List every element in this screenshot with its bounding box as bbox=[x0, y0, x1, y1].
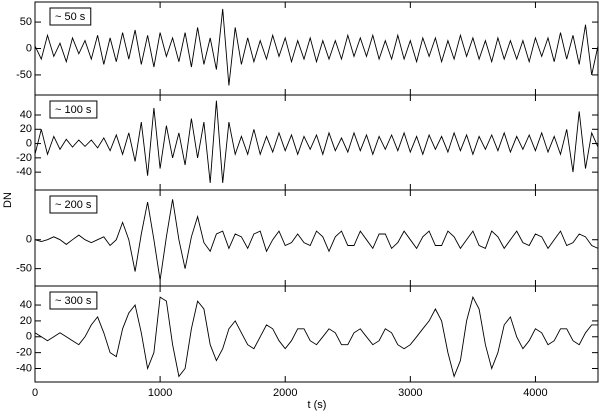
panel-frame bbox=[34, 285, 599, 383]
annotation-box bbox=[49, 7, 92, 26]
panel-frame bbox=[34, 189, 599, 287]
annotation: ~ 200 s bbox=[55, 199, 92, 211]
annotation-box bbox=[49, 100, 98, 119]
panel-frame bbox=[34, 94, 599, 191]
y-tick-label: 0 bbox=[26, 234, 32, 246]
y-tick-label: -20 bbox=[16, 152, 32, 164]
annotation: ~ 100 s bbox=[55, 104, 92, 116]
y-tick-label: 0 bbox=[26, 331, 32, 343]
y-tick-label: -50 bbox=[16, 263, 32, 275]
y-tick-label: -50 bbox=[16, 69, 32, 81]
series-line bbox=[34, 199, 599, 281]
x-tick-label: 0 bbox=[32, 387, 38, 399]
y-tick-label: 40 bbox=[20, 299, 32, 311]
annotation-box bbox=[49, 195, 98, 214]
y-tick-label: 50 bbox=[20, 16, 32, 28]
x-tick-label: 3000 bbox=[398, 387, 422, 399]
annotation-box bbox=[49, 291, 98, 310]
series-line bbox=[34, 100, 599, 183]
annotation: ~ 50 s bbox=[55, 11, 86, 23]
annotation: ~ 300 s bbox=[55, 295, 92, 307]
y-tick-label: 40 bbox=[20, 109, 32, 121]
y-tick-label: -40 bbox=[16, 362, 32, 374]
y-tick-label: 20 bbox=[20, 315, 32, 327]
series-line bbox=[34, 8, 599, 86]
y-tick-label: 20 bbox=[20, 123, 32, 135]
x-tick-label: 4000 bbox=[523, 387, 547, 399]
y-axis-label: DN bbox=[2, 192, 14, 208]
y-tick-label: -20 bbox=[16, 347, 32, 359]
x-tick-label: 2000 bbox=[273, 387, 297, 399]
y-tick-label: -40 bbox=[16, 166, 32, 178]
x-tick-label: 1000 bbox=[148, 387, 172, 399]
y-tick-label: 0 bbox=[26, 42, 32, 54]
y-tick-label: 0 bbox=[26, 137, 32, 149]
series-line bbox=[34, 295, 598, 378]
x-axis-label: t (s) bbox=[308, 399, 327, 411]
